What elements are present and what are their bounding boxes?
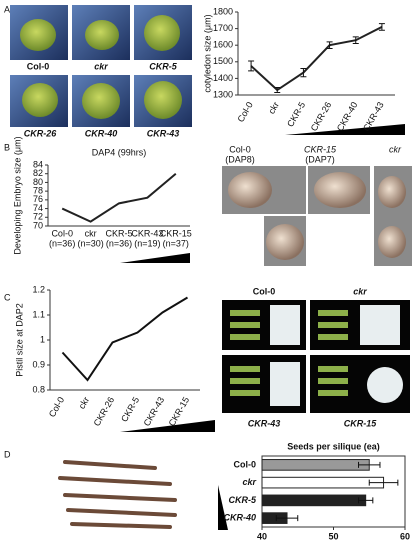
x-tick-label: ckr (77, 395, 92, 410)
error-bar (248, 60, 255, 72)
photo-label: CKR-15 (344, 418, 378, 428)
x-tick-label: CKR-15 (167, 395, 192, 428)
x-tick-label: CKR-40 (335, 100, 360, 133)
chart-title: Seeds per silique (ea) (287, 441, 380, 451)
data-line (61, 296, 189, 382)
x-tick-label: ckr (266, 100, 281, 115)
error-bar (352, 36, 359, 45)
error-bar (326, 41, 333, 50)
x-tick-label: Col-0 (235, 100, 254, 124)
y-tick-label: 76 (33, 194, 43, 204)
y-axis-label: Developing Embryo size (μm) (12, 136, 22, 254)
photo-label: (DAP7) (305, 154, 335, 164)
x-tick-label: ckr (85, 228, 97, 238)
x-tick-label: CKR-43 (142, 395, 167, 428)
y-tick-label: 1800 (213, 6, 233, 16)
photo-label: CKR-43 (147, 128, 180, 138)
y-tick-label: 80 (33, 177, 43, 187)
y-tick-label: 72 (33, 212, 43, 222)
sample-size: (n=36) (49, 238, 75, 248)
x-tick-label: CKR-15 (160, 228, 192, 238)
error-bar (274, 87, 281, 94)
y-tick-label: 0.9 (32, 359, 45, 369)
data-line (61, 172, 177, 223)
x-tick-label: 50 (328, 531, 338, 541)
error-bar (368, 479, 399, 486)
error-bar (300, 67, 307, 78)
y-tick-label: 70 (33, 220, 43, 230)
y-tick-label: 84 (33, 159, 43, 169)
photo-label: CKR-26 (24, 128, 58, 138)
photo-label: CKR-5 (149, 61, 177, 71)
panel-label: C (4, 292, 11, 302)
y-tick-label: Col-0 (234, 459, 257, 469)
y-tick-label: 1600 (213, 40, 233, 50)
x-tick-label: Col-0 (51, 228, 73, 238)
sample-size: (n=36) (106, 238, 132, 248)
photo-label: ckr (94, 61, 108, 71)
y-tick-label: 1.1 (32, 309, 45, 319)
photo-label: CKR-40 (85, 128, 118, 138)
x-tick-label: CKR-43 (131, 228, 163, 238)
photos (10, 5, 412, 529)
error-bar (358, 497, 374, 504)
panel-label: B (4, 142, 10, 152)
y-tick-label: CKR-5 (228, 495, 256, 505)
chart-title: DAP4 (99hrs) (92, 147, 147, 157)
y-tick-label: 1300 (213, 89, 233, 99)
photo-label: CKR-15 (304, 144, 337, 154)
bar (261, 459, 370, 471)
sample-size: (n=19) (134, 238, 160, 248)
photo-label: Col-0 (229, 144, 251, 154)
x-tick-label: Col-0 (47, 395, 66, 419)
y-tick-label: 1500 (213, 56, 233, 66)
photo-label: (DAP8) (225, 154, 255, 164)
panel-label: D (4, 449, 11, 459)
bar (261, 476, 385, 489)
x-tick-label: CKR-26 (92, 395, 117, 428)
x-tick-label: 40 (257, 531, 267, 541)
x-tick-label: CKR-5 (119, 395, 141, 423)
photo-label: ckr (389, 144, 402, 154)
sample-size: (n=30) (77, 238, 103, 248)
y-axis-label: cotyledon size (μm) (202, 14, 212, 92)
x-tick-label: 60 (400, 531, 410, 541)
error-bar (275, 515, 299, 522)
x-tick-label: CKR-5 (105, 228, 132, 238)
y-tick-label: 1700 (213, 23, 233, 33)
y-tick-label: 82 (33, 168, 43, 178)
x-tick-label: CKR-5 (285, 100, 307, 128)
wedges (120, 124, 405, 530)
panel-label: A (4, 4, 10, 14)
y-tick-label: 1 (40, 334, 45, 344)
photo-label: Col-0 (253, 286, 276, 296)
photo-label: Col-0 (27, 61, 50, 71)
y-tick-label: 78 (33, 186, 43, 196)
y-tick-label: 0.8 (32, 384, 45, 394)
sample-size: (n=37) (163, 238, 189, 248)
y-tick-label: 74 (33, 203, 43, 213)
y-axis-label: Pistil size at DAP2 (14, 303, 24, 377)
x-tick-label: CKR-26 (309, 100, 334, 133)
bar (261, 494, 367, 507)
error-bar (358, 461, 381, 468)
y-tick-label: CKR-40 (223, 513, 256, 523)
y-tick-label: 1400 (213, 73, 233, 83)
y-tick-label: ckr (242, 477, 256, 487)
error-bar (378, 23, 385, 31)
photo-label: CKR-43 (248, 418, 281, 428)
photo-label: ckr (353, 286, 367, 296)
y-tick-label: 1.2 (32, 284, 45, 294)
data-line (250, 26, 383, 92)
